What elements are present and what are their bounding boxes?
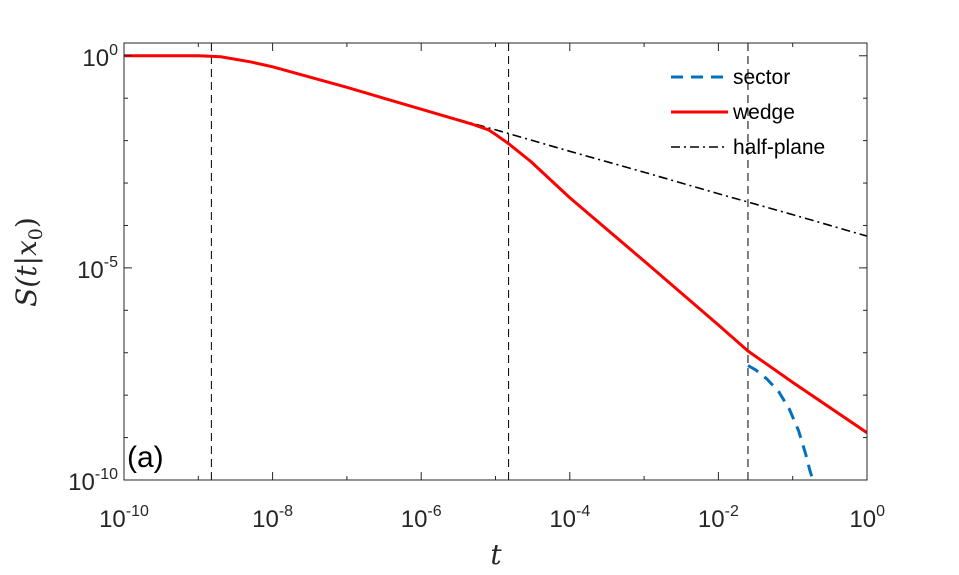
legend-label-sector: sector <box>733 66 790 89</box>
x-axis-label: t <box>490 538 502 571</box>
x-tick-label: 10-8 <box>252 503 293 533</box>
panel-label: (a) <box>127 441 164 474</box>
plot-area <box>124 43 867 480</box>
y-tick-label: 100 <box>82 42 118 72</box>
tick-labels: 10-10 10-8 10-6 10-4 10-2 100 10-10 10-5 100 <box>68 42 885 533</box>
legend-label-half-plane: half-plane <box>733 136 825 159</box>
x-tick-label: 100 <box>849 503 885 533</box>
legend-label-wedge: wedge <box>732 101 795 124</box>
x-tick-label: 10-6 <box>401 503 442 533</box>
y-tick-label: 10-10 <box>68 466 118 496</box>
series-layer <box>124 54 867 480</box>
axes <box>123 42 868 481</box>
y-tick-label: 10-5 <box>77 254 118 284</box>
legend: sector wedge half-plane <box>671 66 825 159</box>
y-axis-label: S(t|x0) <box>10 217 47 307</box>
x-tick-label: 10-2 <box>698 503 739 533</box>
vertical-guide-lines <box>210 43 749 480</box>
x-tick-label: 10-10 <box>99 503 149 533</box>
x-tick-label: 10-4 <box>549 503 590 533</box>
series-line-sector <box>747 364 815 480</box>
series-line-wedge <box>124 54 867 434</box>
